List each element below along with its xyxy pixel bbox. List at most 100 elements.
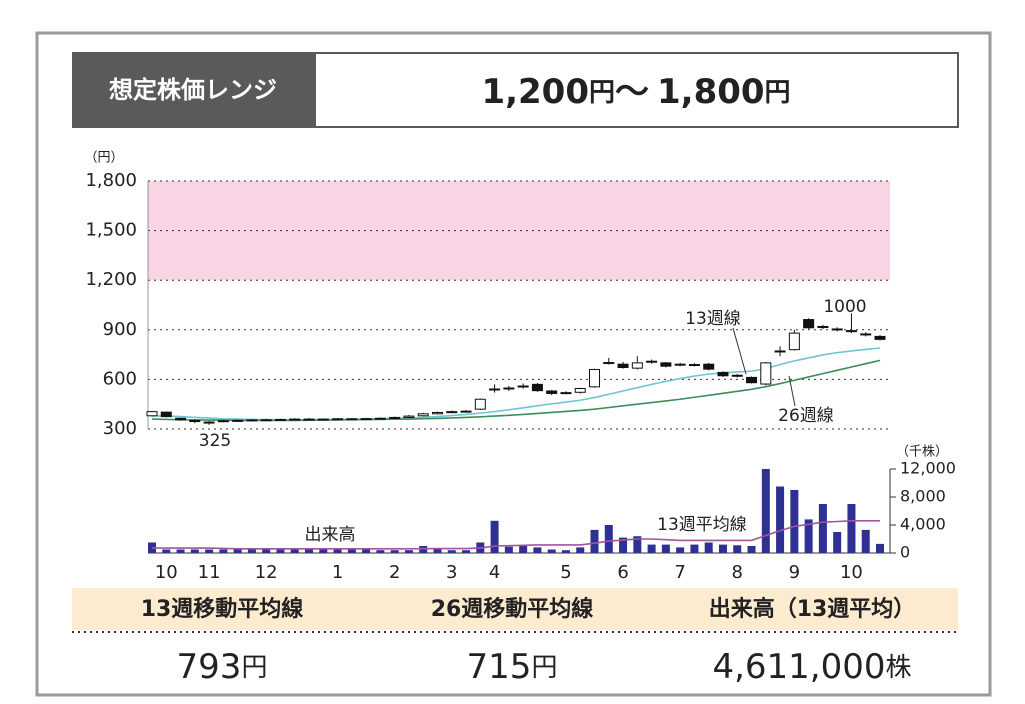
candle-body	[746, 376, 758, 384]
header-value-box	[314, 52, 959, 128]
volume-bar	[419, 546, 428, 553]
candle-body	[560, 392, 572, 395]
range-unit: 円	[589, 78, 615, 108]
series-label: 出来高	[305, 525, 356, 545]
volume-bar	[690, 544, 699, 553]
volume-bar	[433, 548, 442, 553]
candle-body	[346, 418, 358, 421]
x-tick-label: 2	[389, 562, 400, 583]
frame	[35, 31, 992, 697]
candle-body	[260, 419, 272, 422]
volume-bar	[519, 546, 528, 553]
volume-bar	[262, 549, 271, 553]
x-tick-label: 1	[332, 562, 343, 583]
volume-bar	[247, 549, 256, 553]
summary-header: 13週移動平均線	[141, 596, 304, 622]
summary-header-band	[72, 588, 958, 630]
volume-bar	[790, 490, 799, 553]
y2-tick-label: 12,000	[900, 459, 956, 478]
y-tick-label: 600	[103, 368, 137, 389]
volume-bar	[861, 529, 870, 553]
header-label: 想定株価レンジ	[109, 76, 277, 104]
volume-bar	[362, 549, 371, 553]
x-tick-label: 8	[732, 562, 743, 583]
y2-tick-label: 0	[900, 543, 910, 562]
candle-body	[175, 417, 187, 421]
candle-body	[289, 418, 301, 421]
y-tick-label: 900	[103, 319, 137, 340]
candle-body	[189, 419, 201, 423]
volume-bar	[661, 544, 670, 553]
candle-body	[389, 416, 401, 419]
candle-body	[703, 363, 715, 370]
volume-bar	[219, 549, 228, 553]
volume-bar	[190, 549, 199, 553]
candle-body	[203, 421, 215, 424]
candle-body	[403, 415, 415, 418]
volume-bar	[847, 504, 856, 553]
y2-tick-label: 4,000	[900, 515, 946, 534]
volume-bar	[633, 536, 642, 553]
series-label: 13週線	[685, 309, 741, 329]
candle-body	[803, 319, 815, 329]
annotation: 1000	[823, 297, 866, 317]
x-tick-label: 6	[617, 562, 628, 583]
volume-bar	[347, 549, 356, 553]
candle-body	[446, 411, 458, 414]
volume-bar	[233, 549, 242, 553]
annotation: 325	[199, 431, 231, 451]
candle-body	[717, 371, 729, 377]
volume-bar	[676, 547, 685, 553]
candle-body	[831, 328, 843, 331]
candle-body	[374, 417, 386, 420]
volume-bar	[404, 550, 413, 553]
range-unit: 円	[765, 78, 791, 108]
summary-unit: 株	[886, 653, 912, 683]
candle-body	[303, 418, 315, 421]
x-tick-label: 10	[155, 562, 178, 583]
volume-bar	[590, 529, 599, 553]
summary-value: 4,611,000株	[712, 647, 911, 687]
candle-body	[631, 362, 643, 369]
candle-body	[660, 362, 672, 367]
candle-body	[531, 383, 543, 392]
volume-bar	[747, 546, 756, 553]
candle-body	[360, 418, 372, 421]
volume-bar	[390, 550, 399, 553]
candle-body	[460, 410, 472, 413]
series-label: 13週平均線	[657, 515, 747, 535]
candle-body	[274, 418, 286, 421]
candle-body	[317, 418, 329, 421]
volume-bar	[561, 550, 570, 553]
candle-body	[874, 335, 886, 340]
series-line	[152, 519, 880, 550]
candle-body	[646, 360, 658, 363]
y-tick-label: 1,200	[85, 269, 137, 290]
volume-bar	[376, 550, 385, 553]
y-unit: （円）	[84, 151, 123, 166]
volume-bar	[818, 504, 827, 553]
candle-body	[217, 420, 229, 423]
leader	[732, 327, 747, 375]
header-range: 1,200円〜 1,800円	[481, 72, 790, 112]
volume-bar	[319, 549, 328, 553]
volume-bar	[162, 549, 171, 553]
candle-body	[760, 362, 772, 385]
y-tick-label: 300	[103, 418, 137, 439]
x-tick-label: 12	[255, 562, 278, 583]
volume-bar	[290, 549, 299, 553]
leader	[788, 375, 796, 407]
volume-bar	[547, 549, 556, 553]
volume-bar	[333, 549, 342, 553]
volume-bar	[205, 549, 214, 553]
volume-bar	[176, 549, 185, 553]
x-tick-label: 7	[674, 562, 685, 583]
x-tick-label: 5	[560, 562, 571, 583]
candle-body	[589, 368, 601, 388]
volume-bar	[504, 546, 513, 553]
summary-number: 4,611,000	[712, 647, 885, 687]
range-sep: 〜	[615, 72, 649, 112]
candle-body	[503, 387, 515, 390]
candle-body	[417, 413, 429, 417]
